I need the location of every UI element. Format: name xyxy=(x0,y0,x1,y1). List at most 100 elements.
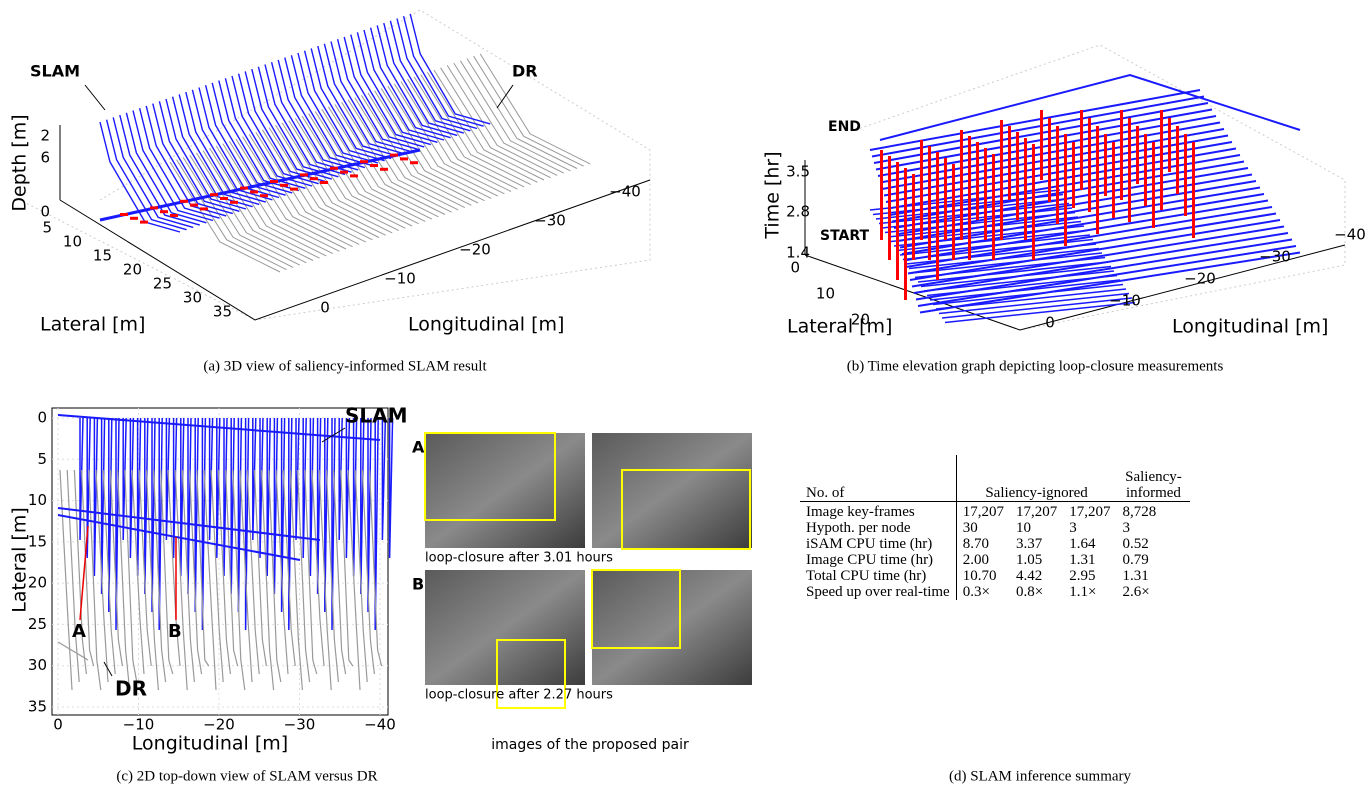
slam-trajectory xyxy=(345,417,351,559)
caption: (d) SLAM inference summary xyxy=(949,768,1132,784)
dr-trajectory xyxy=(318,469,332,691)
table-cell: 3.37 xyxy=(1015,536,1043,552)
lateral-tick-label: 35 xyxy=(213,303,232,321)
loop-closure xyxy=(1016,132,1019,220)
slam-trajectory xyxy=(277,59,359,171)
lateral-tick-label: 5 xyxy=(42,219,52,237)
slam-trajectory xyxy=(941,297,1133,319)
axis-box xyxy=(804,44,1346,331)
match-box xyxy=(621,469,751,550)
dr-trajectory xyxy=(413,76,525,188)
dr-trajectory xyxy=(210,469,224,683)
loop-closure xyxy=(960,130,963,240)
dr-trajectory xyxy=(195,152,307,264)
longitudinal-tick-label: −10 xyxy=(1109,292,1141,310)
table-cell: 3 xyxy=(1069,520,1077,536)
table-cell: 2.6× xyxy=(1122,584,1150,600)
table-cell: 8,728 xyxy=(1122,504,1157,520)
slam-trajectory xyxy=(57,507,321,541)
annotation: B xyxy=(168,621,182,642)
loop-closure xyxy=(210,193,218,197)
slam-trajectory xyxy=(911,252,1103,274)
slam-trajectory xyxy=(303,50,385,162)
dr-trajectory xyxy=(479,53,591,165)
pointer xyxy=(79,525,89,621)
axis-label: Lateral [m] xyxy=(787,316,892,338)
slam-trajectory xyxy=(290,55,372,166)
slam-trajectory xyxy=(381,417,387,541)
dr-trajectory xyxy=(57,641,89,661)
dr-trajectory xyxy=(189,469,203,675)
loop-closure xyxy=(888,156,891,260)
dr-trajectory xyxy=(325,469,339,683)
slam-trajectory xyxy=(57,514,301,561)
loop-closure xyxy=(928,146,931,260)
slam-trajectory xyxy=(273,417,279,595)
dr-trajectory xyxy=(334,104,446,215)
dr-trajectory xyxy=(73,469,87,675)
dr-trajectory xyxy=(59,469,73,691)
slam-trajectory xyxy=(944,301,1136,324)
axis-line xyxy=(804,244,1346,331)
loop-closure xyxy=(190,203,198,207)
loop-closure xyxy=(1176,126,1179,194)
slam-trajectory xyxy=(86,417,91,559)
dr-trajectory xyxy=(308,113,419,225)
slam-trajectory xyxy=(112,117,194,229)
dr-trajectory xyxy=(367,92,479,204)
axis-label: Longitudinal [m] xyxy=(408,314,564,336)
x-tick-label: 0 xyxy=(53,716,63,734)
loop-closure xyxy=(220,197,228,200)
dr-trajectory xyxy=(160,469,174,675)
slam-trajectory xyxy=(360,417,365,595)
table-cell: 1.05 xyxy=(1015,552,1043,568)
loop-closure xyxy=(1152,142,1155,228)
loop-closure xyxy=(1112,142,1115,218)
table-cell: 0.8× xyxy=(1015,584,1044,600)
table-cell: 17,207 xyxy=(955,501,1010,520)
loop-closure xyxy=(180,199,188,203)
dr-trajectory xyxy=(268,127,380,238)
dr-trajectory xyxy=(453,62,565,174)
loop-closure xyxy=(1008,126,1011,200)
pair-label: A xyxy=(412,438,425,457)
z-tick-label: 2 xyxy=(40,127,50,145)
slam-trajectory xyxy=(191,89,273,201)
table-cell: 30 xyxy=(955,520,1010,536)
slam-trajectory xyxy=(79,417,84,541)
table-row: Image key-frames 17,207 17,207 17,207 8,728 xyxy=(800,501,1190,520)
table-header: No. of Saliency-ignored Saliency-informe… xyxy=(800,455,1191,502)
dr-trajectory xyxy=(354,97,466,209)
loop-closure xyxy=(320,181,328,184)
slam-trajectory xyxy=(338,417,343,541)
dr-trajectory xyxy=(222,143,334,255)
x-tick-label: −10 xyxy=(123,716,155,734)
loop-closure xyxy=(1024,138,1027,240)
annotation: SLAM xyxy=(30,62,80,81)
annotation: SLAM xyxy=(345,404,408,428)
loop-closure xyxy=(410,161,418,165)
slam-trajectory xyxy=(402,16,484,127)
dr-trajectory xyxy=(209,147,320,259)
dr-trajectory xyxy=(124,469,138,683)
loop-closure xyxy=(360,160,368,164)
longitudinal-tick-label: 0 xyxy=(320,299,330,317)
loop-closure xyxy=(230,200,238,204)
slam-trajectory xyxy=(211,82,293,194)
slam-trajectory xyxy=(129,417,135,559)
dr-trajectory xyxy=(327,106,439,218)
dr-trajectory xyxy=(196,469,210,667)
slam-trajectory xyxy=(374,417,379,631)
annotation: DR xyxy=(115,677,147,701)
loop-closure xyxy=(310,177,318,181)
loop-closure xyxy=(390,153,398,157)
slam-trajectory xyxy=(204,85,286,196)
loop-closure xyxy=(300,173,308,177)
photo xyxy=(592,570,752,685)
caption: (a) 3D view of saliency-informed SLAM re… xyxy=(203,358,487,374)
loop-closure xyxy=(260,194,268,198)
slam-trajectory xyxy=(917,261,1109,283)
dr-trajectory xyxy=(459,60,571,172)
y-tick-label: 35 xyxy=(28,698,47,716)
dr-trajectory xyxy=(182,157,294,268)
